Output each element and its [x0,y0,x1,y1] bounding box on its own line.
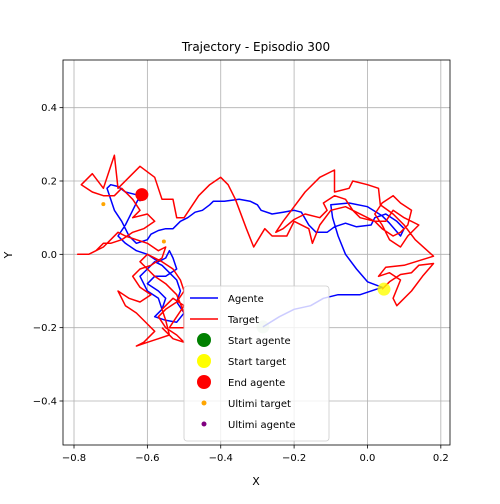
y-tick-label: −0.2 [33,323,57,334]
legend-swatch-start-agente [197,333,211,347]
point-ultimi-target [101,202,106,207]
x-tick-label: −0.2 [282,453,306,464]
legend-swatch-end-agente [197,375,211,389]
legend-label-agente: Agente [228,294,264,305]
legend-label-start-agente: Start agente [228,336,291,347]
series-line-agente [106,183,405,328]
axes-frame [62,59,451,446]
x-tick-label: 0.0 [360,453,376,464]
legend-swatch-start-target [197,354,211,368]
x-tick-label: −0.8 [62,453,86,464]
axes-border [62,59,451,446]
x-axis-label: X [252,475,260,488]
legend-label-end-agente: End agente [228,378,285,389]
y-tick-label: 0.0 [41,250,57,261]
legend-label-ultimi-target: Ultimi target [228,399,291,410]
legend-swatch-ultimi-agente [201,421,207,427]
legend-label-start-target: Start target [228,357,286,368]
legend-box [183,285,330,442]
legend-label-ultimi-agente: Ultimi agente [228,420,296,431]
grid [63,60,450,445]
y-tick-label: 0.2 [41,177,57,188]
ticks: −0.8 −0.6 −0.4 −0.2 0.0 0.2 −0.4 −0.2 0.0 0.2 0.4 [33,103,449,464]
chart-title: Trajectory - Episodio 300 [181,40,330,54]
marker-start-target [377,282,391,296]
x-tick-label: −0.6 [135,453,159,464]
legend: Agente Target Start agente Start target End … [183,285,330,442]
legend-swatch-ultimi-target [201,400,207,406]
x-tick-label: 0.2 [433,453,449,464]
y-tick-label: −0.4 [33,397,57,408]
series-line-target [76,154,435,347]
x-tick-label: −0.4 [209,453,233,464]
marker-end-agente [135,188,149,202]
y-axis-label: Y [2,251,15,259]
point-ultimi-target [161,239,166,244]
legend-label-target: Target [227,315,259,326]
y-tick-label: 0.4 [41,103,57,114]
